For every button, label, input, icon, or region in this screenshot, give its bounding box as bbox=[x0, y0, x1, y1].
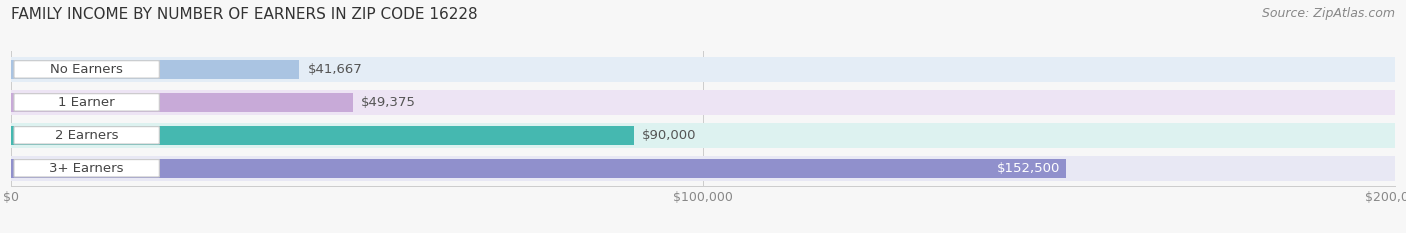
Bar bbox=[11, 60, 299, 79]
Bar bbox=[11, 57, 1395, 82]
Bar bbox=[11, 159, 1066, 178]
FancyBboxPatch shape bbox=[14, 94, 159, 111]
Bar bbox=[11, 123, 1395, 148]
FancyBboxPatch shape bbox=[14, 61, 159, 78]
Text: FAMILY INCOME BY NUMBER OF EARNERS IN ZIP CODE 16228: FAMILY INCOME BY NUMBER OF EARNERS IN ZI… bbox=[11, 7, 478, 22]
Text: $41,667: $41,667 bbox=[308, 63, 363, 76]
Text: 3+ Earners: 3+ Earners bbox=[49, 162, 124, 175]
Text: $152,500: $152,500 bbox=[997, 162, 1060, 175]
Bar bbox=[11, 93, 353, 112]
Bar bbox=[11, 90, 1395, 115]
Text: 1 Earner: 1 Earner bbox=[58, 96, 115, 109]
Bar bbox=[11, 156, 1395, 181]
Text: $90,000: $90,000 bbox=[643, 129, 696, 142]
Text: No Earners: No Earners bbox=[51, 63, 124, 76]
Text: Source: ZipAtlas.com: Source: ZipAtlas.com bbox=[1261, 7, 1395, 20]
FancyBboxPatch shape bbox=[14, 127, 159, 144]
Text: 2 Earners: 2 Earners bbox=[55, 129, 118, 142]
Bar bbox=[11, 126, 634, 145]
Text: $49,375: $49,375 bbox=[361, 96, 416, 109]
FancyBboxPatch shape bbox=[14, 160, 159, 177]
